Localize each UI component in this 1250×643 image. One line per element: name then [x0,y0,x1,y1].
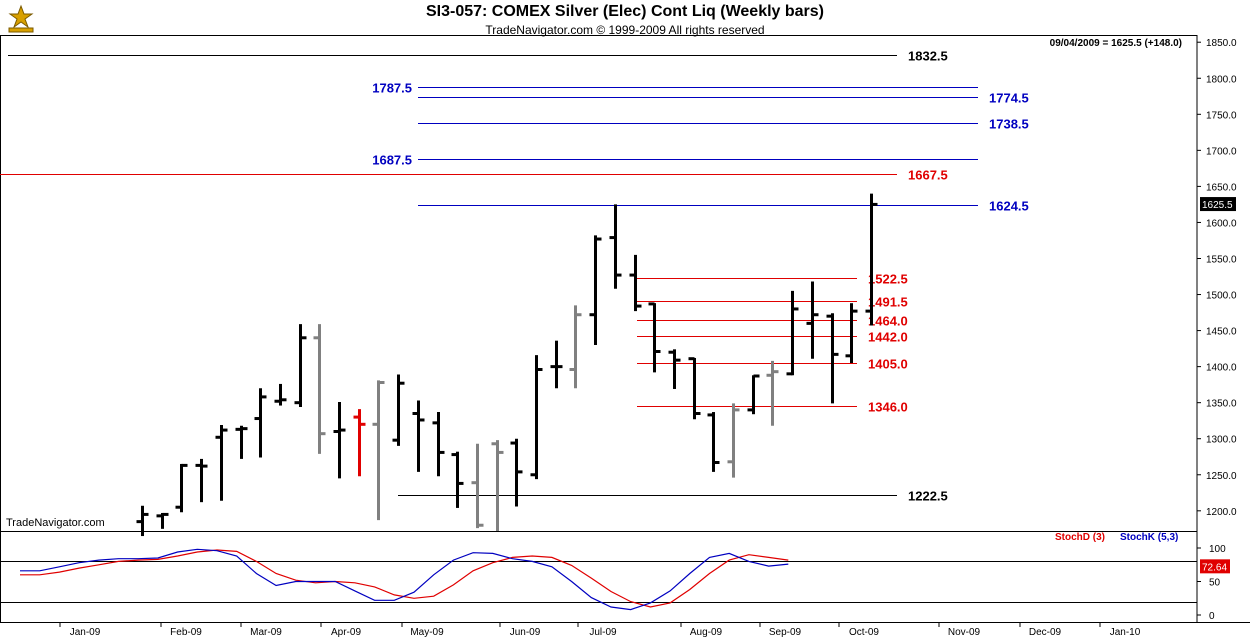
level-label: 1491.5 [868,295,908,310]
x-axis-tick-label: Nov-09 [948,627,981,638]
last-price-label: 1625.5 [1202,200,1233,211]
y-axis-tick-label: 1800.0 [1206,74,1237,85]
level-label: 1787.5 [372,81,412,96]
x-axis-tick-label: Jan-09 [70,627,101,638]
y-axis-tick-label: 1400.0 [1206,363,1237,374]
last-price-info: 09/04/2009 = 1625.5 (+148.0) [1049,38,1182,49]
level-label: 1464.0 [868,314,908,329]
main-plot-frame [0,35,1198,532]
y-axis-tick-label: 1700.0 [1206,146,1237,157]
trade-navigator-logo-icon [5,4,37,39]
oscillator-plot-frame [0,531,1198,623]
stochk-line [20,548,789,611]
level-label: 1687.5 [372,153,412,168]
oscillator-y-tick-label: 0 [1209,611,1215,622]
legend-stochd: StochD (3) [1055,532,1105,543]
y-axis-tick-label: 1750.0 [1206,110,1237,121]
x-axis-tick-label: Jan-10 [1110,627,1141,638]
y-axis-tick-label: 1650.0 [1206,182,1237,193]
oscillator-y-tick-label: 100 [1209,544,1226,555]
x-axis-tick-label: Oct-09 [849,627,879,638]
y-axis-tick-label: 1850.0 [1206,38,1237,49]
x-axis-tick-label: Jul-09 [589,627,617,638]
level-label: 1624.5 [989,199,1029,214]
y-axis-tick-label: 1550.0 [1206,254,1237,265]
x-axis-tick-label: Jun-09 [510,627,541,638]
y-axis-tick-label: 1350.0 [1206,399,1237,410]
legend-stochk: StochK (5,3) [1120,532,1179,543]
level-label: 1667.5 [908,168,948,183]
oscillator-last-value-marker [1200,559,1230,574]
x-axis-tick-label: Feb-09 [170,627,202,638]
watermark: TradeNavigator.com [6,517,105,529]
x-axis-tick-label: Mar-09 [250,627,282,638]
level-label: 1738.5 [989,117,1029,132]
level-label: 1346.0 [868,400,908,415]
level-label: 1442.0 [868,330,908,345]
level-label: 1774.5 [989,91,1029,106]
level-label: 1522.5 [868,272,908,287]
last-price-marker [1200,197,1236,212]
oscillator-last-value-label: 72.64 [1202,562,1227,573]
x-axis-tick-label: Apr-09 [331,627,361,638]
y-axis-tick-label: 1500.0 [1206,291,1237,302]
y-axis-tick-label: 1600.0 [1206,218,1237,229]
y-axis-tick-label: 1250.0 [1206,471,1237,482]
x-axis-tick-label: Sep-09 [769,627,802,638]
y-axis-tick-label: 1300.0 [1206,435,1237,446]
level-label: 1832.5 [908,49,948,64]
oscillator-y-tick-label: 50 [1209,578,1221,589]
x-axis-tick-label: May-09 [410,627,444,638]
level-label: 1222.5 [908,489,948,504]
x-axis-tick-label: Aug-09 [690,627,723,638]
x-axis-tick-label: Dec-09 [1029,627,1062,638]
y-axis-tick-label: 1450.0 [1206,327,1237,338]
chart-subtitle: TradeNavigator.com © 1999-2009 All right… [485,23,765,37]
y-axis-tick-label: 1200.0 [1206,507,1237,518]
chart-title: SI3-057: COMEX Silver (Elec) Cont Liq (W… [425,3,825,20]
level-label: 1405.0 [868,357,908,372]
